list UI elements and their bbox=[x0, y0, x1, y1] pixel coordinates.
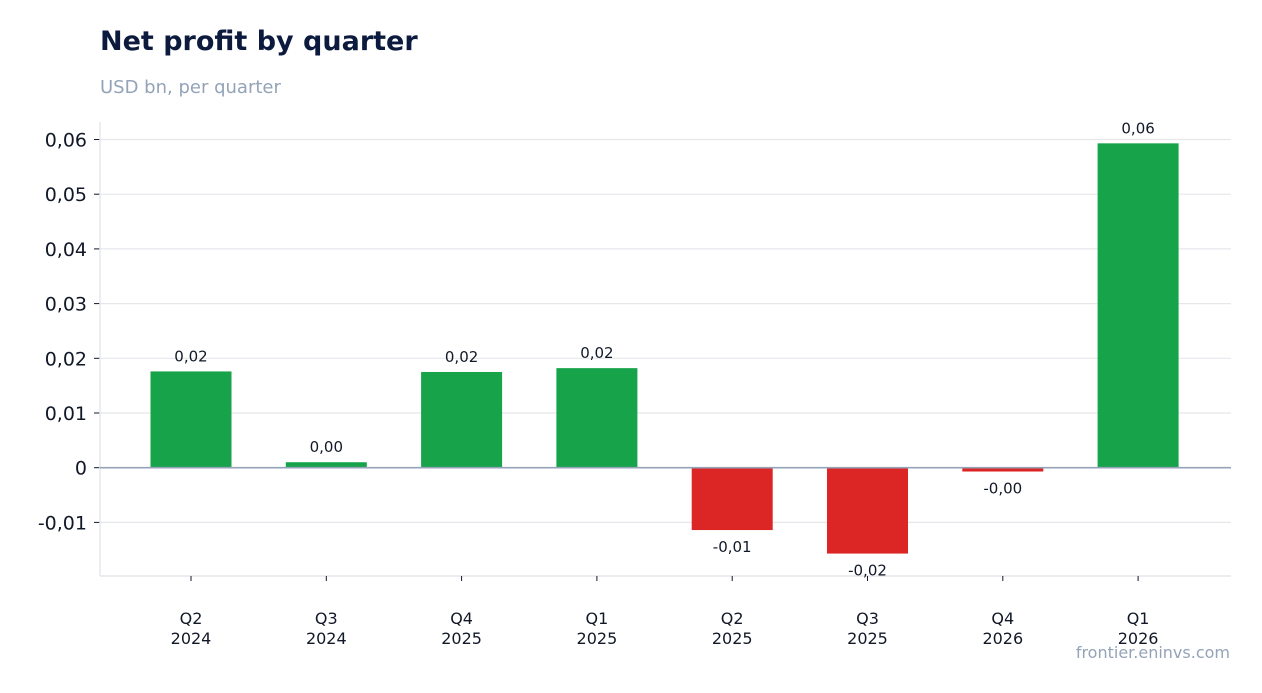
x-tick-quarter: Q3 bbox=[856, 609, 879, 628]
x-tick-quarter: Q3 bbox=[315, 609, 338, 628]
y-tick-label: 0,04 bbox=[45, 239, 87, 261]
data-label: 0,00 bbox=[310, 438, 343, 456]
x-tick-quarter: Q2 bbox=[721, 609, 744, 628]
bar bbox=[691, 467, 773, 531]
x-tick-year: 2024 bbox=[171, 629, 212, 648]
chart-title: Net profit by quarter bbox=[100, 26, 418, 57]
source-credit: frontier.eninvs.com bbox=[1075, 643, 1230, 662]
x-tick-year: 2025 bbox=[847, 629, 888, 648]
y-tick-label: 0,01 bbox=[45, 403, 87, 425]
bar bbox=[285, 462, 367, 468]
y-tick-label: 0,05 bbox=[45, 184, 87, 206]
x-tick-label: Q3 2025 bbox=[847, 609, 888, 648]
x-tick-label: Q2 2024 bbox=[171, 609, 212, 648]
y-tick-label: 0,06 bbox=[45, 130, 87, 152]
x-tick-year: 2024 bbox=[306, 629, 347, 648]
data-label: 0,02 bbox=[580, 344, 613, 362]
chart-subtitle: USD bn, per quarter bbox=[100, 77, 281, 98]
x-tick-label: Q4 2026 bbox=[982, 609, 1023, 648]
x-tick-year: 2026 bbox=[1118, 629, 1159, 648]
y-tick-label: -0,01 bbox=[38, 512, 87, 534]
bar bbox=[556, 368, 638, 468]
bar bbox=[827, 467, 908, 554]
x-tick-quarter: Q4 bbox=[450, 609, 473, 628]
x-tick-label: Q1 2026 bbox=[1118, 609, 1159, 648]
x-tick-year: 2026 bbox=[982, 629, 1023, 648]
x-tick-quarter: Q1 bbox=[1127, 609, 1150, 628]
y-tick-label: 0,02 bbox=[45, 348, 87, 370]
x-tick-label: Q3 2024 bbox=[306, 609, 347, 648]
data-label: 0,02 bbox=[174, 347, 207, 365]
x-tick-quarter: Q2 bbox=[180, 609, 203, 628]
data-label: 0,02 bbox=[445, 348, 478, 366]
data-label: -0,01 bbox=[713, 538, 752, 556]
data-label: 0,06 bbox=[1121, 119, 1154, 137]
x-tick-quarter: Q1 bbox=[586, 609, 609, 628]
x-tick-label: Q2 2025 bbox=[712, 609, 753, 648]
x-tick-year: 2025 bbox=[577, 629, 618, 648]
x-tick-year: 2025 bbox=[441, 629, 482, 648]
bar bbox=[150, 371, 232, 468]
data-label: -0,02 bbox=[848, 562, 887, 580]
bar bbox=[1097, 143, 1179, 468]
x-tick-year: 2025 bbox=[712, 629, 753, 648]
y-tick-label: 0,03 bbox=[45, 294, 87, 316]
bar bbox=[962, 467, 1044, 472]
bar bbox=[421, 371, 503, 468]
y-tick-label: 0 bbox=[75, 458, 87, 480]
x-tick-label: Q4 2025 bbox=[441, 609, 482, 648]
x-tick-quarter: Q4 bbox=[991, 609, 1014, 628]
data-label: -0,00 bbox=[983, 480, 1022, 498]
x-tick-label: Q1 2025 bbox=[577, 609, 618, 648]
